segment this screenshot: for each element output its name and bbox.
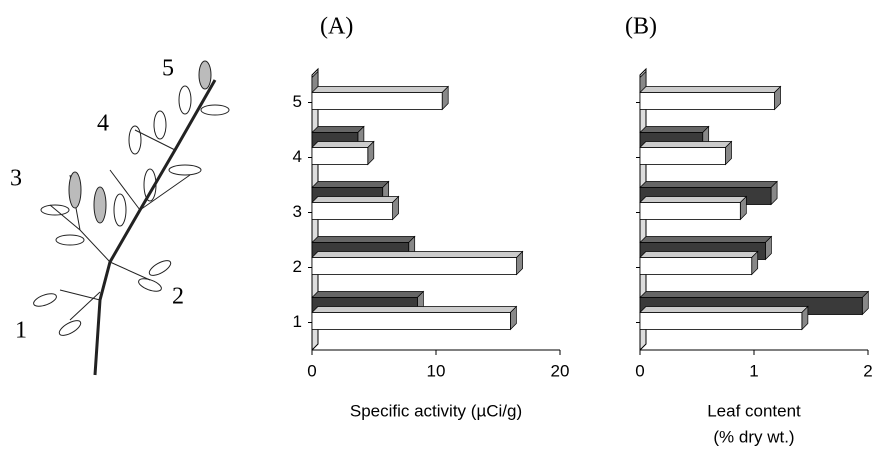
x-tick-label: 2 — [863, 361, 872, 380]
plant-label: 3 — [10, 166, 22, 192]
x-axis-label: (% dry wt.) — [713, 427, 794, 446]
bar — [311, 147, 369, 165]
bar-top — [311, 251, 524, 258]
y-tick-label: 3 — [293, 202, 302, 221]
bar — [311, 202, 393, 220]
chart-title: (A) — [320, 14, 353, 40]
bar-top — [639, 181, 778, 188]
bar-top — [639, 196, 748, 203]
bar-top — [639, 86, 782, 93]
x-tick-label: 10 — [427, 361, 446, 380]
plant-label: 4 — [97, 111, 109, 137]
x-tick-label: 1 — [749, 361, 758, 380]
y-tick-label: 1 — [293, 312, 302, 331]
bar-top — [311, 196, 400, 203]
bar-top — [639, 236, 773, 243]
plant-label: 5 — [162, 56, 174, 82]
bar-top — [311, 306, 518, 313]
bar-top — [311, 291, 425, 298]
bar — [311, 257, 518, 275]
bar-top — [311, 141, 375, 148]
bar-top — [639, 126, 710, 133]
y-tick-label: 2 — [293, 257, 302, 276]
bar — [639, 202, 741, 220]
x-axis-label: Specific activity (µCi/g) — [350, 401, 522, 420]
bar — [311, 92, 443, 110]
x-axis-label: Leaf content — [707, 401, 801, 420]
x-tick-label: 0 — [307, 361, 316, 380]
y-tick-label: 4 — [293, 147, 302, 166]
bar-top — [639, 251, 759, 258]
bar — [639, 312, 803, 330]
bar — [639, 92, 775, 110]
bar-top — [311, 181, 390, 188]
bar-top — [639, 306, 809, 313]
bar-top — [311, 86, 450, 93]
plant-label: 2 — [172, 284, 184, 310]
y-tick-label: 5 — [293, 92, 302, 111]
x-tick-label: 20 — [551, 361, 570, 380]
bar-top — [311, 126, 365, 133]
bar — [639, 147, 726, 165]
bar-top — [639, 141, 733, 148]
bar — [311, 312, 511, 330]
plant-drawing — [33, 60, 230, 376]
x-tick-label: 0 — [635, 361, 644, 380]
chart-title: (B) — [625, 14, 657, 40]
bar — [639, 257, 753, 275]
plant-label: 1 — [15, 318, 27, 344]
bar-top — [639, 291, 870, 298]
bar-top — [311, 236, 416, 243]
